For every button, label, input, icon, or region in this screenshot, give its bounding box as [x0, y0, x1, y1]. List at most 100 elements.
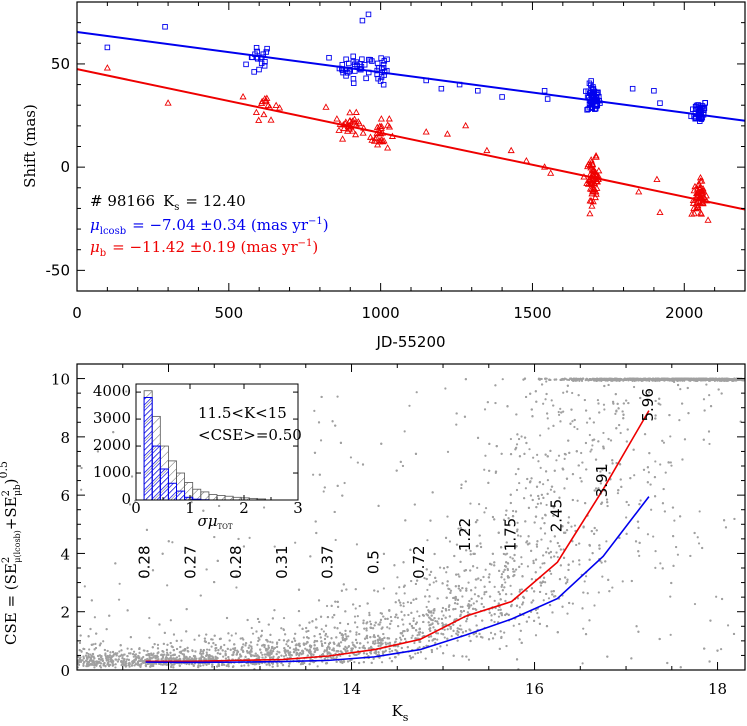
cloud-point [128, 503, 132, 506]
cloud-point [541, 562, 544, 565]
cloud-point [250, 647, 253, 650]
cloud-point [472, 565, 475, 568]
mub-epoch-point [346, 117, 354, 124]
cloud-point [518, 481, 521, 485]
cloud-point [343, 481, 346, 485]
cloud-point [228, 639, 231, 642]
cloud-point [506, 568, 509, 572]
cloud-point [535, 545, 539, 548]
cloud-point [294, 632, 297, 635]
cloud-point [380, 661, 384, 664]
cloud-point [509, 501, 512, 505]
cloud-point [130, 648, 133, 651]
cloud-point [211, 665, 214, 668]
cloud-point [475, 635, 478, 638]
cloud-point [654, 399, 657, 403]
cloud-point [376, 590, 380, 593]
mub-epoch-point [352, 108, 360, 115]
cloud-point [235, 586, 238, 589]
cloud-point [527, 506, 531, 509]
cloud-point [705, 383, 708, 386]
cloud-point [88, 648, 91, 651]
cloud-point [499, 630, 502, 633]
cloud-point [611, 459, 614, 462]
cloud-point [331, 616, 334, 619]
cloud-point [104, 655, 108, 658]
cloud-point [180, 639, 183, 642]
cloud-point [408, 404, 411, 407]
cloud-point [590, 448, 593, 451]
cloud-point [445, 609, 448, 612]
cloud-point [400, 638, 403, 641]
cloud-point [465, 589, 468, 592]
cloud-point [638, 541, 641, 544]
cloud-point [132, 655, 135, 658]
cloud-point [452, 596, 455, 600]
cloud-point [516, 534, 520, 537]
cloud-point [263, 645, 266, 649]
cloud-point [411, 634, 414, 637]
cloud-point [707, 430, 711, 433]
mub-epoch-point [589, 187, 597, 194]
cloud-point [534, 558, 538, 561]
cloud-point [581, 662, 584, 665]
cloud-point [199, 594, 202, 597]
cloud-point [369, 636, 372, 639]
cloud-point [169, 619, 172, 622]
cloud-point [559, 510, 563, 513]
cloud-point [78, 657, 82, 660]
cloud-point [576, 499, 579, 502]
cloud-point [345, 635, 348, 638]
cloud-point [503, 578, 506, 581]
cloud-point [96, 654, 100, 658]
cloud-point [497, 602, 500, 605]
cloud-point [400, 610, 403, 614]
cloud-point [630, 579, 633, 583]
cloud-point [294, 644, 297, 647]
cloud-point [256, 617, 260, 621]
mul-epoch-point [499, 94, 505, 100]
cloud-point [109, 651, 112, 654]
cloud-point [386, 626, 389, 629]
cloud-point [434, 641, 437, 644]
cloud-point [412, 598, 415, 601]
cloud-point [382, 552, 386, 555]
cloud-point [351, 641, 354, 644]
cloud-point [185, 608, 188, 611]
cloud-point [666, 661, 669, 665]
cloud-point [365, 627, 368, 630]
cloud-point [381, 626, 384, 629]
mub-epoch-point [698, 190, 706, 198]
cloud-point [719, 648, 723, 651]
cloud-point [212, 642, 215, 645]
cloud-point [344, 645, 347, 648]
cloud-point [90, 599, 93, 602]
cloud-point [452, 629, 455, 632]
cloud-point [374, 639, 377, 642]
cloud-point [683, 438, 687, 441]
cloud-point [511, 567, 515, 571]
cloud-point [410, 611, 413, 615]
cloud-point [580, 480, 583, 483]
cloud-point [493, 585, 496, 589]
cloud-point [335, 660, 338, 663]
cloud-point [197, 664, 200, 667]
cloud-point [339, 621, 342, 625]
cloud-point [315, 618, 318, 621]
cloud-point [528, 448, 531, 451]
cloud-point [163, 631, 166, 634]
cloud-point [246, 650, 249, 653]
mub-epoch-point [272, 101, 280, 109]
cloud-point [120, 649, 123, 652]
cloud-point [416, 651, 420, 655]
cloud-point [653, 475, 657, 479]
cloud-point [521, 601, 525, 604]
cloud-point [398, 586, 401, 589]
cloud-point [388, 650, 391, 653]
cloud-point [455, 543, 459, 546]
cloud-point [595, 529, 598, 532]
cloud-point [519, 629, 522, 632]
cloud-point [443, 636, 446, 639]
mub-epoch-point [264, 101, 272, 109]
cloud-point [605, 540, 608, 543]
